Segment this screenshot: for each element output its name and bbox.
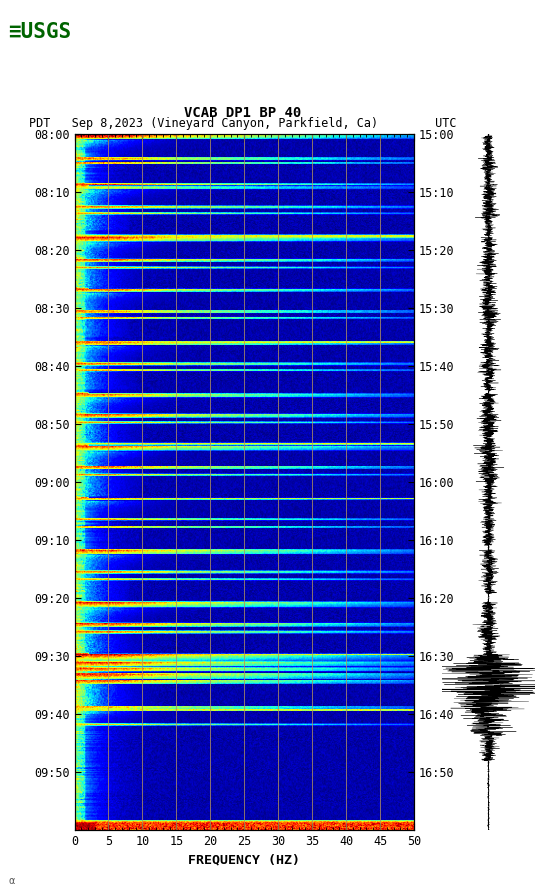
Text: VCAB DP1 BP 40: VCAB DP1 BP 40	[184, 105, 301, 120]
Text: α: α	[8, 876, 15, 886]
Text: PDT   Sep 8,2023 (Vineyard Canyon, Parkfield, Ca)        UTC: PDT Sep 8,2023 (Vineyard Canyon, Parkfie…	[29, 117, 457, 130]
Text: ≡USGS: ≡USGS	[8, 22, 71, 42]
X-axis label: FREQUENCY (HZ): FREQUENCY (HZ)	[188, 854, 300, 867]
